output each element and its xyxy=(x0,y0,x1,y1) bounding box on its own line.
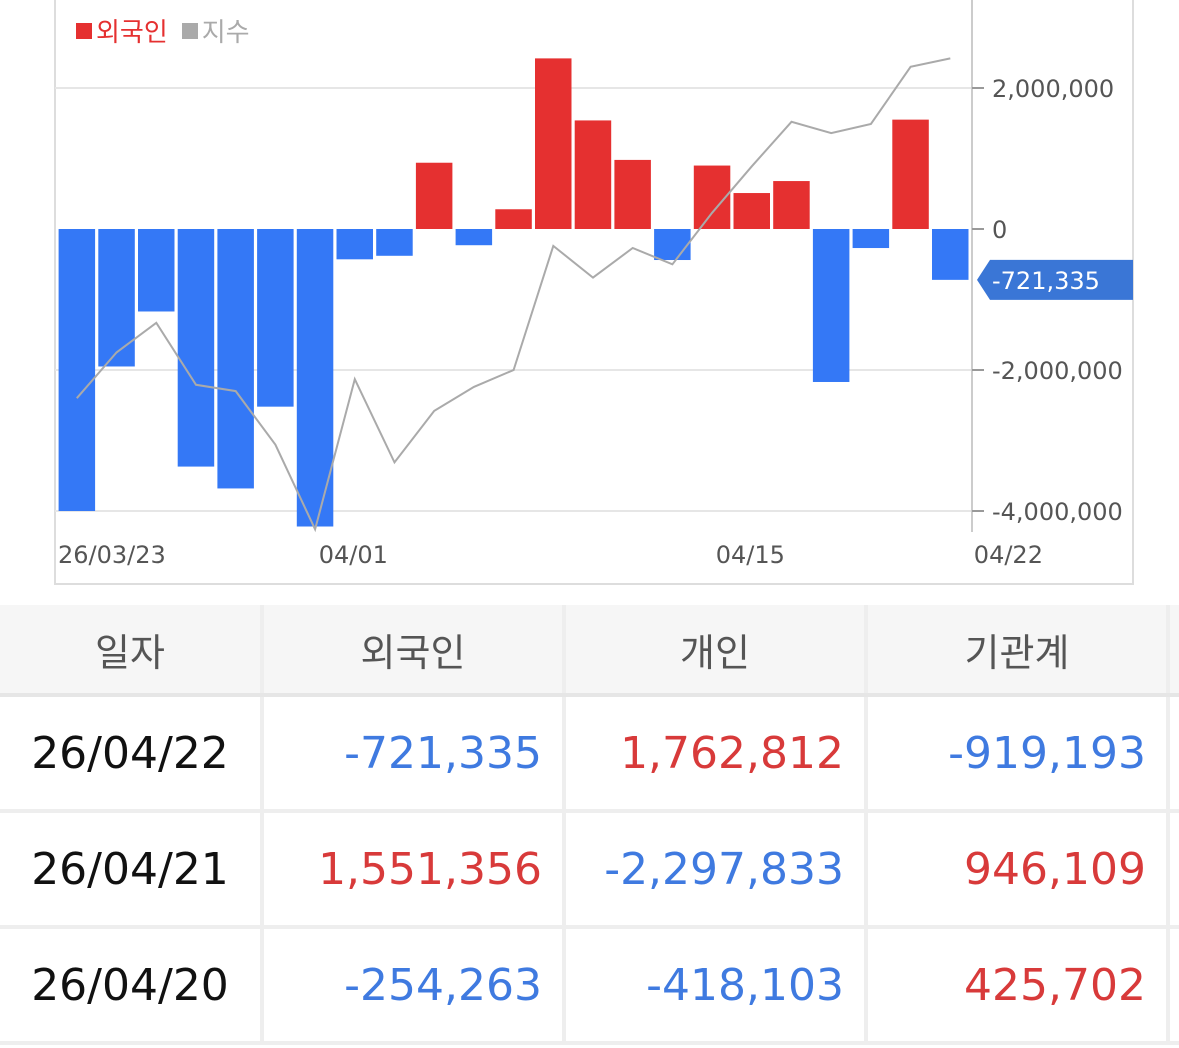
legend-label-index: 지수 xyxy=(201,18,250,48)
bar xyxy=(574,120,612,229)
bar xyxy=(932,229,969,280)
bar xyxy=(852,229,890,249)
x-tick-label: 04/15 xyxy=(716,541,785,569)
y-tick-label: 2,000,000 xyxy=(992,75,1114,103)
x-axis-ticks: 26/03/23 04/01 04/15 04/22 xyxy=(58,541,1043,569)
bar xyxy=(376,229,413,256)
legend-label-foreign: 외국인 xyxy=(96,18,168,48)
chart-legend: 외국인 지수 xyxy=(76,12,250,49)
bar xyxy=(138,229,175,312)
legend-swatch-index xyxy=(181,22,198,39)
y-tick-label: 0 xyxy=(992,216,1007,244)
foreign-net-buy-chart: 2,000,000 0 -2,000,000 -4,000,000 26/03/23 0… xyxy=(54,0,1134,585)
bar xyxy=(296,229,334,527)
legend-swatch-foreign xyxy=(76,22,92,39)
legend-item-foreign: 외국인 xyxy=(76,12,168,49)
row-foreign: -254,263 xyxy=(264,929,566,1041)
y-tick-label: -4,000,000 xyxy=(992,498,1123,526)
header-institution: 기관계 xyxy=(868,605,1170,693)
investor-trading-table: 일자 외국인 개인 기관계 26/04/22 -721,335 1,762,81… xyxy=(0,605,1179,1045)
row-individual: -2,297,833 xyxy=(566,813,868,925)
row-overflow xyxy=(1170,929,1179,1041)
row-overflow xyxy=(1170,697,1179,809)
x-tick-label: 26/03/23 xyxy=(58,541,166,569)
bar xyxy=(812,229,850,382)
row-date: 26/04/21 xyxy=(0,813,264,925)
row-individual: 1,762,812 xyxy=(566,697,868,809)
bar xyxy=(336,229,373,260)
row-institution: -919,193 xyxy=(868,697,1170,809)
index-line-series xyxy=(76,57,951,533)
row-date: 26/04/20 xyxy=(0,929,264,1041)
row-foreign: -721,335 xyxy=(264,697,566,809)
row-individual: -418,103 xyxy=(566,929,868,1041)
bar xyxy=(58,229,96,511)
chart-area: 2,000,000 0 -2,000,000 -4,000,000 26/03/23 0… xyxy=(54,0,1134,585)
row-institution: 946,109 xyxy=(868,813,1170,925)
bar xyxy=(614,159,651,229)
bar xyxy=(892,119,929,229)
bar xyxy=(654,229,691,261)
bar xyxy=(177,229,215,467)
x-tick-label: 04/01 xyxy=(319,541,388,569)
x-tick-label: 04/22 xyxy=(974,541,1043,569)
row-foreign: 1,551,356 xyxy=(264,813,566,925)
bar xyxy=(98,229,135,367)
bar xyxy=(495,209,532,229)
row-date: 26/04/22 xyxy=(0,697,264,809)
table-header-row: 일자 외국인 개인 기관계 xyxy=(0,605,1179,697)
table-row[interactable]: 26/04/20 -254,263 -418,103 425,702 xyxy=(0,929,1179,1045)
bar xyxy=(733,193,770,229)
bar xyxy=(455,229,493,246)
header-individual: 개인 xyxy=(566,605,868,693)
bar xyxy=(773,181,810,229)
row-overflow xyxy=(1170,813,1179,925)
y-axis-ticks: 2,000,000 0 -2,000,000 -4,000,000 xyxy=(972,75,1123,526)
callout-badge xyxy=(977,259,1133,300)
bar xyxy=(535,58,572,229)
legend-item-index: 지수 xyxy=(181,12,250,49)
header-date: 일자 xyxy=(0,605,264,693)
header-foreign: 외국인 xyxy=(264,605,566,693)
index-line xyxy=(76,57,951,533)
table-row[interactable]: 26/04/22 -721,335 1,762,812 -919,193 xyxy=(0,697,1179,813)
row-institution: 425,702 xyxy=(868,929,1170,1041)
value-callout: -721,335 xyxy=(977,259,1133,300)
y-tick-label: -2,000,000 xyxy=(992,357,1123,385)
header-overflow xyxy=(1170,605,1179,693)
bar xyxy=(217,229,254,489)
bar-series xyxy=(58,58,969,527)
bar xyxy=(415,162,453,229)
bar xyxy=(257,229,294,407)
table-row[interactable]: 26/04/21 1,551,356 -2,297,833 946,109 xyxy=(0,813,1179,929)
callout-value: -721,335 xyxy=(992,267,1100,295)
